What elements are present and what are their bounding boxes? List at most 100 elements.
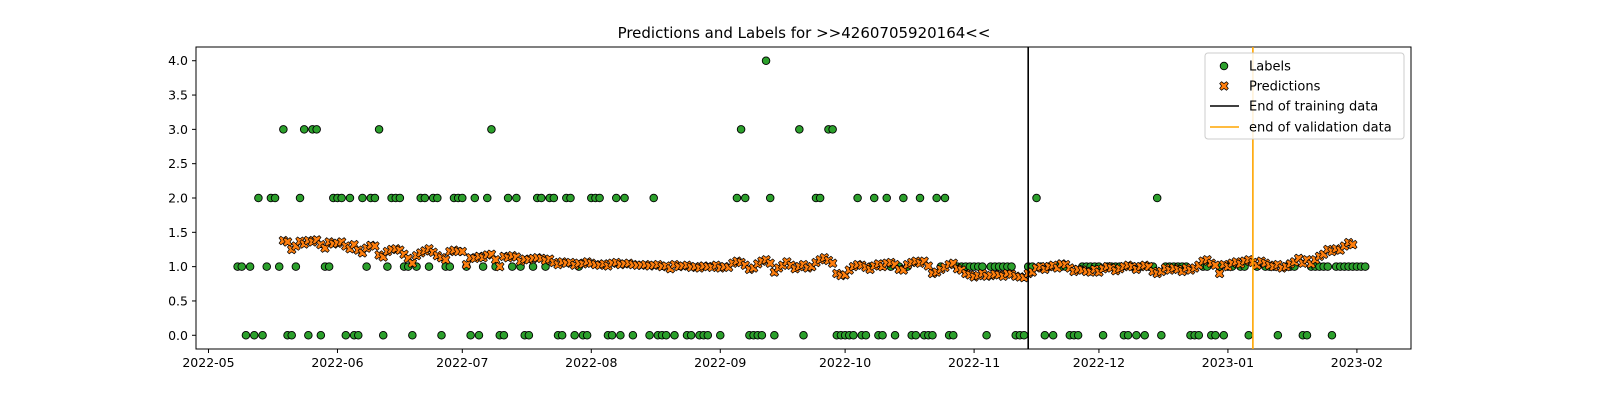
x-tick-label: 2022-11	[948, 355, 1000, 370]
label-point	[853, 193, 862, 203]
y-tick-label: 4.0	[168, 53, 188, 68]
label-point	[304, 331, 313, 340]
label-point	[433, 193, 442, 203]
label-point	[270, 193, 280, 203]
label-point	[1219, 331, 1229, 340]
label-point	[466, 331, 475, 340]
label-point	[374, 125, 384, 134]
label-point	[1273, 331, 1283, 340]
label-point	[512, 193, 521, 203]
label-point	[1323, 262, 1333, 271]
label-point	[740, 193, 750, 203]
label-point	[274, 262, 284, 271]
label-point	[1360, 262, 1370, 271]
prediction-point	[827, 258, 838, 268]
label-point	[337, 193, 346, 203]
label-point	[241, 331, 251, 340]
label-point	[1194, 331, 1204, 340]
prediction-point	[1347, 239, 1358, 250]
y-tick-label: 2.0	[168, 191, 188, 206]
y-tick-label: 1.0	[168, 259, 188, 274]
label-point	[612, 193, 621, 203]
x-tick-label: 2022-12	[1073, 355, 1125, 370]
label-point	[878, 331, 887, 340]
label-point	[420, 193, 430, 203]
legend-labels-marker	[1219, 61, 1229, 71]
label-point	[757, 331, 767, 340]
label-point	[915, 193, 925, 203]
label-point	[1327, 331, 1337, 340]
label-point	[795, 125, 804, 134]
label-point	[1073, 331, 1083, 340]
label-point	[882, 193, 891, 203]
label-point	[408, 331, 417, 340]
x-tick-label: 2022-06	[311, 355, 363, 370]
label-point	[524, 331, 534, 340]
y-tick-label: 1.5	[168, 225, 188, 240]
y-tick-label: 0.0	[168, 328, 188, 343]
label-point	[765, 193, 775, 203]
label-point	[312, 125, 321, 134]
label-point	[607, 331, 617, 340]
label-point	[1048, 331, 1058, 340]
label-point	[890, 331, 900, 340]
y-tick-label: 3.0	[168, 122, 188, 137]
legend-label: Predictions	[1249, 80, 1321, 95]
label-point	[1007, 262, 1016, 271]
label-point	[279, 125, 288, 134]
label-point	[899, 193, 908, 203]
label-point	[557, 331, 567, 340]
label-point	[828, 125, 837, 134]
label-point	[254, 193, 263, 203]
y-tick-label: 0.5	[168, 293, 188, 308]
label-point	[299, 125, 309, 134]
label-point	[245, 262, 255, 271]
label-point	[383, 262, 392, 271]
label-point	[661, 331, 671, 340]
label-point	[628, 331, 638, 340]
label-point	[861, 331, 871, 340]
label-point	[291, 262, 301, 271]
label-point	[474, 331, 484, 340]
label-point	[1040, 331, 1050, 340]
label-point	[732, 193, 742, 203]
label-point	[940, 193, 950, 203]
label-point	[582, 331, 592, 340]
label-point	[395, 193, 405, 203]
label-point	[358, 193, 367, 203]
label-point	[670, 331, 679, 340]
x-tick-label: 2022-07	[436, 355, 488, 370]
label-point	[1123, 331, 1133, 340]
plot-area: 0.0 0.5 1.0 1.5 2.0 2.5 3.0 3.5 4.0 2022-05 2022-0…	[168, 46, 1412, 370]
label-point	[445, 262, 455, 271]
label-point	[378, 331, 388, 340]
prediction-point	[370, 241, 380, 251]
label-point	[928, 331, 937, 340]
label-point	[932, 193, 941, 203]
label-point	[869, 193, 879, 203]
label-point	[345, 193, 355, 203]
label-point	[458, 193, 467, 203]
label-point	[1157, 331, 1166, 340]
label-point	[483, 193, 492, 203]
label-point	[849, 331, 858, 340]
label-point	[487, 125, 496, 134]
label-point	[478, 262, 488, 271]
label-point	[250, 331, 259, 340]
label-point	[570, 331, 579, 340]
legend-label: Labels	[1249, 60, 1291, 75]
label-point	[1132, 331, 1141, 340]
label-point	[370, 193, 380, 203]
x-tick-label: 2022-08	[565, 355, 617, 370]
label-point	[262, 262, 271, 271]
label-point	[686, 331, 696, 340]
label-point	[437, 331, 446, 340]
label-point	[949, 331, 958, 340]
label-point	[1211, 331, 1220, 340]
prediction-point	[457, 246, 468, 257]
chart-title: Predictions and Labels for >>42607059201…	[618, 24, 991, 42]
label-point	[528, 262, 538, 271]
label-point	[649, 193, 658, 203]
label-point	[503, 193, 513, 203]
